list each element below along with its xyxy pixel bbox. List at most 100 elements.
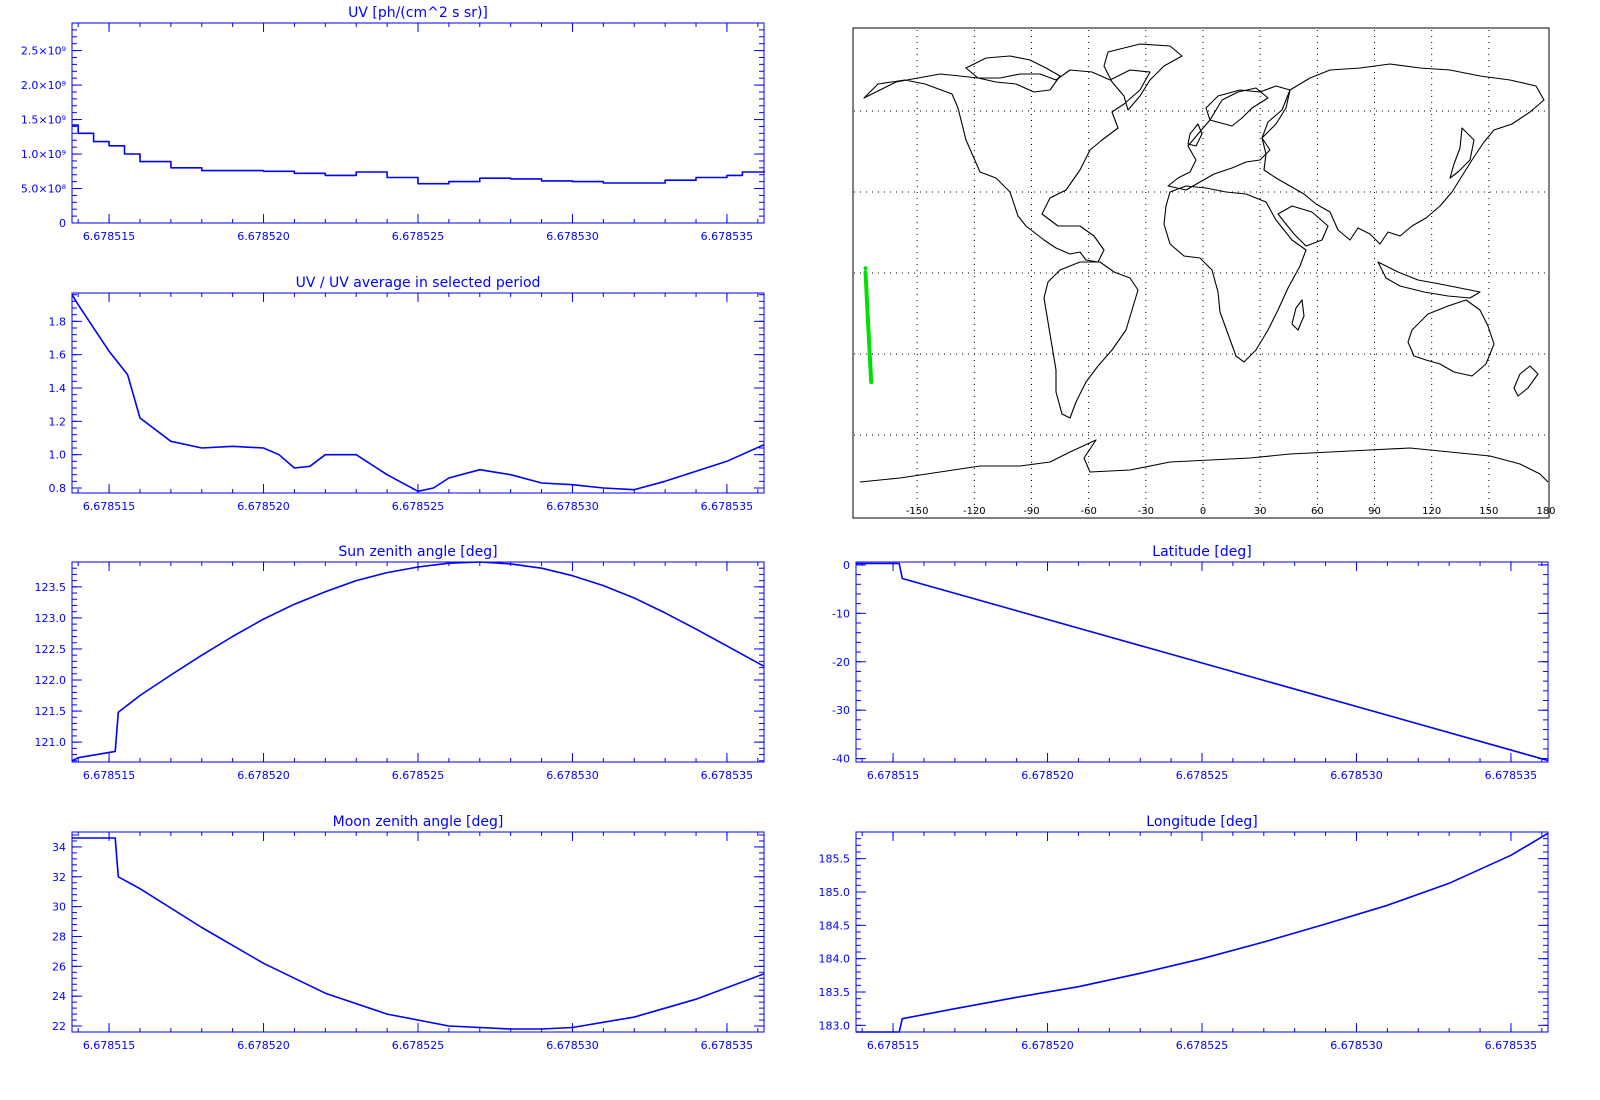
coast-antarctica	[859, 439, 1549, 483]
x-tick-label: 6.678515	[867, 1039, 920, 1052]
map-lon-label: -30	[1138, 506, 1154, 517]
series-line-moon-zenith	[72, 837, 765, 1030]
x-tick-label: 6.678530	[546, 500, 599, 513]
map-coastlines	[859, 43, 1549, 483]
x-tick-label: 6.678530	[1330, 769, 1383, 782]
panel-latitude-title: Latitude [deg]	[1152, 544, 1251, 560]
x-tick-label: 6.678520	[237, 1039, 290, 1052]
x-tick-label: 6.678530	[546, 230, 599, 243]
coast-arabia	[1277, 205, 1329, 247]
series-line-longitude	[856, 832, 1549, 1033]
x-tick-label: 6.678515	[867, 769, 920, 782]
panel-longitude-plot: 6.678515 6.678520 6.678525 6.678530 6.678535…	[819, 831, 1549, 1052]
panel-uv-ratio-frame	[71, 292, 765, 494]
panel-sun-zenith-title: Sun zenith angle [deg]	[338, 544, 497, 560]
y-tick-label: 22	[52, 1020, 66, 1033]
coast-new-zealand	[1513, 365, 1539, 397]
x-tick-label: 6.678535	[701, 1039, 754, 1052]
panel-sun-zenith: Sun zenith angle [deg] 6.678515 6.678520 6…	[35, 544, 765, 782]
panel-sun-zenith-plot: 6.678515 6.678520 6.678525 6.678530 6.678535…	[35, 561, 765, 782]
panel-sun-zenith-frame	[71, 561, 765, 763]
x-tick-label: 6.678525	[392, 1039, 445, 1052]
x-tick-label: 6.678530	[1330, 1039, 1383, 1052]
series-line-uv-ratio	[71, 294, 765, 493]
y-tick-label: -20	[832, 656, 850, 669]
world-map-frame	[852, 27, 1550, 519]
coast-australia	[1407, 299, 1495, 377]
y-tick-label: 185.5	[819, 853, 851, 866]
panel-moon-zenith-title: Moon zenith angle [deg]	[333, 814, 504, 830]
coast-south-america	[1043, 261, 1139, 419]
map-lon-label: 150	[1479, 506, 1498, 517]
panel-moon-zenith: Moon zenith angle [deg] 6.678515 6.678520…	[52, 814, 765, 1052]
x-tick-label: 6.678525	[392, 500, 445, 513]
panel-uv-frame	[71, 22, 765, 224]
y-tick-label: 1.5×10⁹	[21, 114, 66, 127]
world-map-panel: -150 -120 -90 -60 -30 0 30 60 90 120 150 180	[852, 27, 1556, 519]
satellite-track-line	[863, 270, 874, 385]
y-tick-label: 26	[52, 960, 66, 973]
map-lon-label: -120	[963, 506, 986, 517]
coast-indonesia	[1377, 261, 1481, 299]
x-tick-label: 6.678535	[1485, 769, 1538, 782]
coast-africa	[1163, 185, 1307, 363]
y-tick-label: 122.5	[35, 643, 67, 656]
map-x-ticks: -150 -120 -90 -60 -30 0 30 60 90 120 150 180	[906, 506, 1556, 517]
x-tick-label: 6.678520	[1021, 769, 1074, 782]
map-lon-label: 60	[1311, 506, 1324, 517]
y-tick-label: 1.2	[49, 415, 67, 428]
coast-madagascar	[1291, 299, 1305, 331]
map-lon-label: 120	[1422, 506, 1441, 517]
y-tick-label: 1.8	[49, 315, 67, 328]
y-tick-label: 2.0×10⁹	[21, 79, 66, 92]
x-tick-label: 6.678520	[237, 769, 290, 782]
series-line-sun-zenith	[71, 561, 765, 762]
x-tick-label: 6.678530	[546, 1039, 599, 1052]
y-tick-label: 1.4	[49, 382, 67, 395]
track-start-marker	[863, 266, 868, 271]
panel-uv-plot: 6.678515 6.678520 6.678525 6.678530 6.678535…	[21, 22, 765, 243]
panel-moon-zenith-plot: 6.678515 6.678520 6.678525 6.678530 6.678535…	[52, 832, 765, 1052]
x-tick-label: 6.678535	[1485, 1039, 1538, 1052]
y-tick-label: -30	[832, 704, 850, 717]
coast-north-america	[863, 69, 1151, 263]
y-tick-label: 34	[52, 841, 66, 854]
x-tick-label: 6.678525	[392, 769, 445, 782]
y-tick-label: 184.0	[819, 953, 851, 966]
panel-moon-zenith-frame	[71, 831, 765, 1033]
x-tick-label: 6.678515	[83, 1039, 136, 1052]
map-lon-label: -150	[906, 506, 929, 517]
panel-latitude-plot: 6.678515 6.678520 6.678525 6.678530 6.678535…	[832, 559, 1549, 782]
y-tick-label: 121.5	[35, 705, 67, 718]
x-tick-label: 6.678530	[546, 769, 599, 782]
y-tick-label: 30	[52, 901, 66, 914]
panel-uv: UV [ph/(cm^2 s sr)] 6.678515 6.678520 6.67…	[21, 5, 765, 243]
y-tick-label: 123.0	[35, 612, 67, 625]
y-tick-label: 121.0	[35, 736, 67, 749]
panel-longitude: Longitude [deg] 6.678515 6.678520 6.678525…	[819, 814, 1549, 1052]
y-tick-label: 123.5	[35, 581, 67, 594]
map-lon-label: 30	[1254, 506, 1267, 517]
x-tick-label: 6.678535	[701, 230, 754, 243]
y-tick-label: -10	[832, 607, 850, 620]
x-tick-label: 6.678525	[1176, 1039, 1229, 1052]
coast-britain	[1187, 123, 1203, 147]
y-tick-label: -40	[832, 753, 850, 766]
y-tick-label: 5.0×10⁸	[21, 183, 67, 196]
y-tick-label: 0	[843, 559, 850, 572]
panel-longitude-title: Longitude [deg]	[1146, 814, 1257, 830]
panel-uv-ratio-title: UV / UV average in selected period	[296, 275, 541, 291]
x-tick-label: 6.678515	[83, 500, 136, 513]
map-lon-label: -90	[1023, 506, 1039, 517]
y-tick-label: 183.0	[819, 1019, 851, 1032]
coast-greenland	[1103, 43, 1183, 111]
x-tick-label: 6.678520	[1021, 1039, 1074, 1052]
coast-europe	[1167, 85, 1291, 191]
x-tick-label: 6.678535	[701, 500, 754, 513]
x-tick-label: 6.678535	[701, 769, 754, 782]
y-tick-label: 28	[52, 930, 66, 943]
x-tick-label: 6.678520	[237, 500, 290, 513]
y-tick-label: 183.5	[819, 986, 851, 999]
y-tick-label: 122.0	[35, 674, 67, 687]
